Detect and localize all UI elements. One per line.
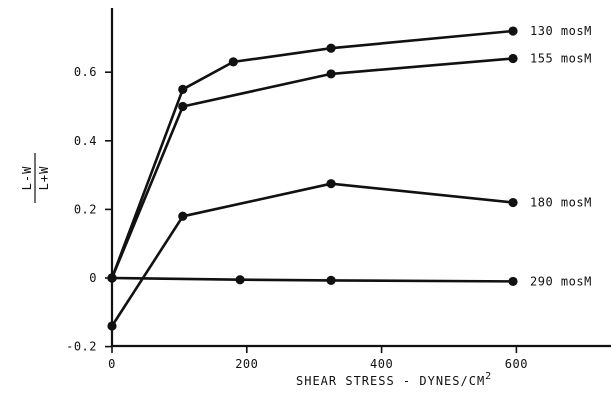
y-tick-label: 0 xyxy=(89,271,97,285)
data-point xyxy=(326,179,336,189)
y-tick-label: 0.6 xyxy=(74,65,97,79)
data-point xyxy=(107,273,117,283)
series-line xyxy=(110,57,514,279)
x-axis-title-text: SHEAR STRESS - DYNES/CM xyxy=(296,374,485,388)
data-point xyxy=(107,321,117,331)
data-point xyxy=(235,275,245,285)
data-point xyxy=(326,69,336,79)
data-point xyxy=(508,26,518,36)
y-axis-title: L-W L+W xyxy=(20,153,51,203)
series: 180 mosM xyxy=(107,179,591,331)
series: 290 mosM xyxy=(107,273,591,288)
y-tick-label: 0.4 xyxy=(74,134,97,148)
series-label: 290 mosM xyxy=(530,274,592,288)
x-tick-label: 0 xyxy=(108,357,116,371)
series-line xyxy=(111,276,514,283)
series-label: 155 mosM xyxy=(530,51,592,65)
y-axis-title-denominator: L+W xyxy=(37,166,51,191)
y-tick-label: -0.2 xyxy=(66,340,97,354)
y-tick-label: 0.2 xyxy=(74,202,97,216)
series-group: 130 mosM 155 mosM 180 mosM 290 mosM xyxy=(107,24,591,331)
data-point xyxy=(178,101,188,112)
series-line xyxy=(110,182,514,327)
data-point xyxy=(508,197,518,208)
y-axis-title-numerator: L-W xyxy=(20,166,34,191)
x-tick-label: 400 xyxy=(370,357,393,371)
series-line xyxy=(110,29,514,279)
x-axis-title-superscript: 2 xyxy=(485,371,492,382)
y-ticks: -0.2 0 0.2 0.4 0.6 xyxy=(66,65,112,354)
x-tick-label: 600 xyxy=(505,357,528,371)
x-axis-title: SHEAR STRESS - DYNES/CM2 xyxy=(296,371,492,388)
data-point xyxy=(508,276,518,287)
data-point xyxy=(228,57,238,67)
data-point xyxy=(178,84,188,94)
series: 130 mosM xyxy=(107,24,591,283)
x-ticks: 0 200 400 600 xyxy=(108,346,528,371)
data-point xyxy=(326,43,336,53)
data-point xyxy=(508,53,518,64)
data-point xyxy=(326,275,336,286)
data-point xyxy=(178,211,188,221)
series-label: 130 mosM xyxy=(530,24,592,38)
series-label: 180 mosM xyxy=(530,196,592,210)
x-tick-label: 200 xyxy=(235,357,258,371)
